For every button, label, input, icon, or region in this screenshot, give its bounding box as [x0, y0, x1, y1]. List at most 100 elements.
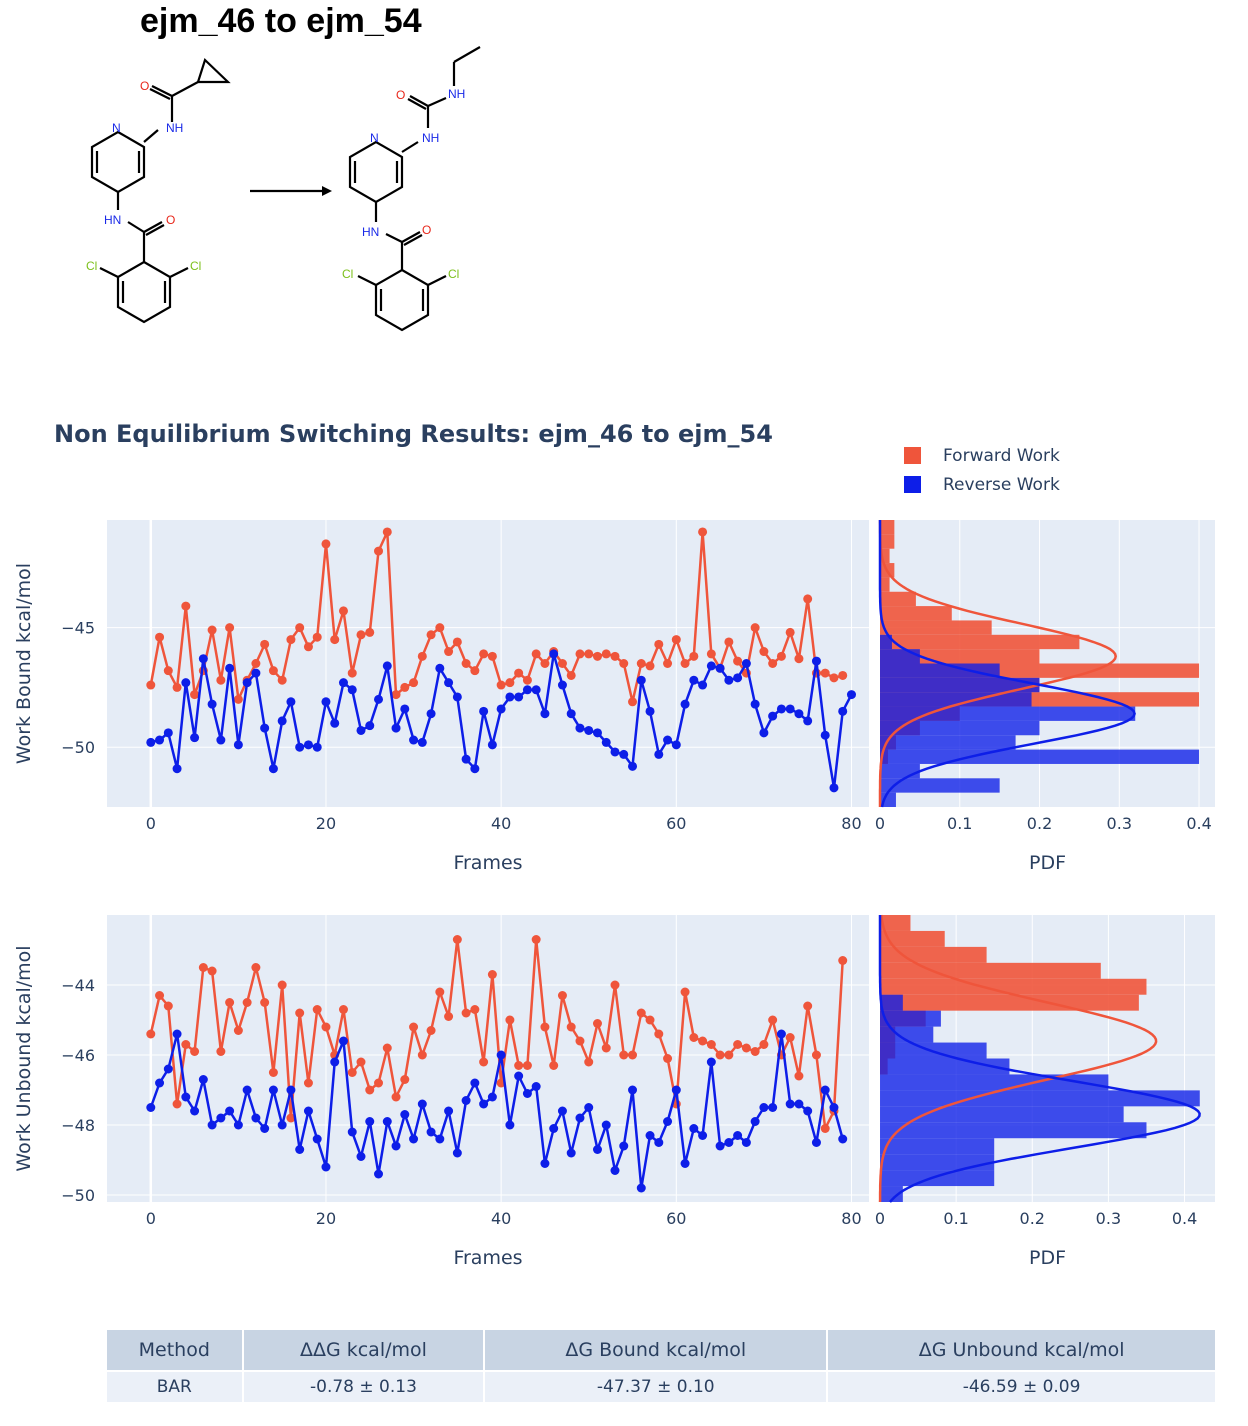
reverse-work-point — [811, 1138, 821, 1147]
x-tick-label: 60 — [666, 1209, 686, 1228]
forward-work-point — [680, 659, 690, 668]
reverse-work-point — [601, 737, 611, 747]
forward-work-point — [680, 987, 690, 997]
reverse-work-point — [286, 1085, 296, 1095]
forward-work-point — [584, 649, 594, 659]
y-tick-label: −45 — [61, 619, 95, 638]
y-axis-label: Work Unbound kcal/mol — [13, 945, 35, 1171]
reverse-histogram-bar — [880, 1010, 941, 1027]
forward-work-point — [794, 1071, 804, 1081]
reverse-work-point — [654, 1138, 664, 1147]
pdf-x-axis-label: PDF — [1029, 1247, 1066, 1269]
table-cell-dg-unbound: -46.59 ± 0.09 — [827, 1370, 1215, 1402]
reverse-work-point — [610, 1166, 620, 1175]
forward-work-point — [260, 998, 270, 1007]
forward-work-point — [654, 639, 664, 649]
forward-work-point — [514, 1061, 524, 1070]
forward-work-point — [689, 651, 699, 661]
forward-work-point — [277, 675, 287, 685]
reverse-work-point — [233, 1120, 243, 1130]
reverse-work-point — [768, 1103, 778, 1112]
forward-fit-curve — [878, 520, 1117, 807]
reverse-work-point — [776, 704, 786, 714]
reverse-work-point — [172, 1029, 182, 1039]
x-tick-label: 40 — [491, 814, 511, 833]
reverse-work-point — [663, 1117, 673, 1126]
forward-work-point — [487, 970, 497, 979]
forward-work-point — [146, 1029, 156, 1039]
reverse-work-point — [181, 678, 191, 688]
reverse-work-point — [146, 737, 156, 747]
reverse-work-point — [794, 1099, 804, 1109]
reverse-work-point — [496, 704, 506, 714]
reverse-histogram-bar — [880, 706, 1136, 721]
forward-histogram-bar — [880, 534, 895, 549]
table-header-method: Method — [107, 1330, 244, 1371]
reverse-work-point — [654, 749, 664, 759]
reverse-work-point — [601, 1120, 611, 1130]
forward-work-point — [312, 1005, 322, 1014]
forward-work-point — [216, 1047, 226, 1056]
forward-work-point — [452, 935, 462, 944]
reverse-work-point — [540, 709, 550, 719]
reverse-histogram-bar — [880, 634, 892, 650]
forward-work-point — [356, 630, 366, 640]
reverse-histogram-bar — [880, 720, 1040, 736]
forward-work-point — [619, 659, 629, 668]
forward-work-point — [435, 623, 445, 633]
reverse-work-point — [575, 1113, 585, 1123]
forward-work-point — [557, 991, 567, 1000]
forward-work-point — [338, 1005, 348, 1014]
reverse-work-point — [663, 735, 673, 745]
reverse-histogram-bar — [880, 649, 920, 664]
forward-work-point — [768, 659, 778, 668]
reverse-work-point — [514, 692, 524, 702]
reverse-work-point — [163, 1064, 173, 1074]
reverse-work-point — [155, 1078, 165, 1088]
svg-text:HN: HN — [104, 213, 121, 227]
x-axis-label: Frames — [453, 852, 522, 874]
reverse-work-point — [155, 735, 165, 745]
forward-work-point — [645, 1015, 655, 1025]
reverse-histogram-bar — [880, 1154, 995, 1171]
reverse-work-point — [820, 730, 830, 740]
forward-work-point — [557, 659, 567, 668]
forward-histogram-bar — [880, 962, 1101, 979]
reverse-work-point — [452, 1148, 462, 1158]
forward-work-point — [347, 1068, 357, 1077]
molecule-title: ejm_46 to ejm_54 — [140, 2, 422, 40]
forward-work-point — [461, 1008, 471, 1018]
forward-work-point — [610, 651, 620, 661]
forward-work-point — [347, 668, 357, 678]
forward-work-point — [190, 1047, 200, 1056]
x-tick-label: 40 — [491, 1209, 511, 1228]
reverse-work-point — [365, 721, 375, 731]
reverse-work-point — [487, 1092, 497, 1102]
reverse-work-point — [251, 668, 261, 678]
forward-work-point — [444, 647, 454, 657]
pdf-x-tick-label: 0.1 — [943, 1209, 968, 1228]
bound-work-chart: 0 20 40 60 80 −45 −50 0 0.1 0.2 0.3 0.4 Frames Work B… — [13, 520, 1215, 874]
reverse-work-point — [733, 1131, 743, 1140]
forward-work-point — [531, 935, 541, 944]
reverse-work-point — [505, 1120, 515, 1130]
reverse-work-point — [715, 1141, 725, 1151]
table-cell-dg-bound: -47.37 ± 0.10 — [484, 1370, 829, 1402]
reverse-work-point — [216, 1113, 226, 1123]
forward-work-point — [417, 1050, 427, 1060]
pdf-x-tick-label: 0.4 — [1186, 814, 1211, 833]
reverse-work-point — [172, 764, 182, 774]
reverse-work-point — [435, 1134, 445, 1144]
reverse-work-point — [619, 1141, 629, 1151]
forward-work-point — [505, 1015, 515, 1025]
forward-work-point — [382, 1043, 392, 1053]
x-tick-label: 0 — [146, 814, 156, 833]
forward-work-point — [601, 1043, 611, 1053]
reverse-work-point — [680, 1159, 690, 1168]
forward-work-point — [330, 635, 340, 645]
reverse-work-point — [531, 1082, 541, 1091]
legend-swatch — [904, 476, 921, 493]
reverse-work-point — [330, 718, 340, 728]
reverse-work-point — [610, 747, 620, 757]
